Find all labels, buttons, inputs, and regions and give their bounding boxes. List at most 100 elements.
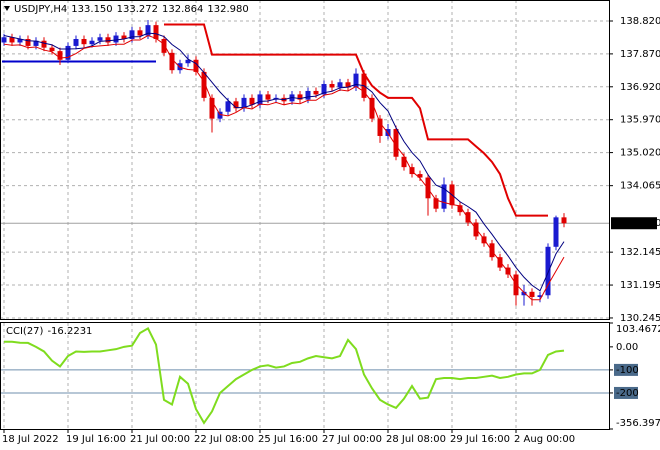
candle-body bbox=[225, 101, 231, 112]
candle-body bbox=[57, 51, 63, 60]
indicator-line bbox=[3, 32, 565, 292]
y-tick-label: 135.020 bbox=[620, 148, 660, 159]
candle-body bbox=[9, 37, 15, 43]
x-tick-label: 21 Jul 00:00 bbox=[130, 434, 190, 445]
x-tick-label: 29 Jul 16:00 bbox=[450, 434, 510, 445]
x-tick-label: 28 Jul 08:00 bbox=[386, 434, 446, 445]
cci-y-tick-label: -356.397 bbox=[616, 418, 660, 429]
candle-body bbox=[161, 38, 167, 53]
marks: 132.980 bbox=[0, 19, 660, 425]
candle-body bbox=[121, 35, 127, 39]
candle-body bbox=[441, 184, 447, 209]
candle-body bbox=[145, 25, 151, 36]
menu-icon[interactable] bbox=[4, 6, 10, 11]
candle-body bbox=[497, 257, 503, 268]
indicator-line bbox=[164, 23, 548, 217]
candle-body bbox=[233, 101, 239, 109]
y-tick-label: 136.920 bbox=[620, 82, 660, 93]
candle-body bbox=[457, 205, 463, 213]
candle-body bbox=[209, 97, 215, 119]
candle-body bbox=[417, 174, 423, 178]
candle-body bbox=[65, 45, 71, 60]
candle-body bbox=[553, 217, 559, 247]
y-tick-label: 134.065 bbox=[620, 181, 660, 192]
x-tick-label: 25 Jul 16:00 bbox=[258, 434, 318, 445]
x-tick-label: 18 Jul 2022 bbox=[2, 434, 59, 445]
candle-body bbox=[257, 94, 263, 105]
candle-body bbox=[17, 38, 23, 43]
candle-body bbox=[545, 246, 551, 296]
candle-body bbox=[169, 52, 175, 71]
candle-body bbox=[337, 82, 343, 88]
candle-body bbox=[393, 129, 399, 157]
low: 132.864 bbox=[162, 4, 203, 15]
candle-body bbox=[305, 90, 311, 100]
candle-body bbox=[465, 212, 471, 223]
candle-body bbox=[241, 97, 247, 109]
candle-body bbox=[137, 30, 143, 36]
open: 133.150 bbox=[71, 4, 112, 15]
cci-frame bbox=[0, 322, 610, 430]
candle-body bbox=[249, 97, 255, 105]
high: 133.272 bbox=[117, 4, 158, 15]
candle-body bbox=[97, 37, 103, 41]
cci-value: -16.2231 bbox=[47, 326, 92, 337]
candle-body bbox=[297, 94, 303, 100]
candle-body bbox=[49, 47, 55, 52]
main-frame bbox=[0, 0, 610, 320]
y-tick-label: 130.245 bbox=[620, 313, 660, 324]
symbol: USDJPY,H4 bbox=[14, 4, 67, 15]
candle-body bbox=[265, 94, 271, 100]
cci-header: CCI(27) -16.2231 bbox=[6, 326, 92, 337]
candle-body bbox=[73, 38, 79, 46]
y-tick-label: 132.145 bbox=[620, 247, 660, 258]
x-tick-label: 19 Jul 16:00 bbox=[66, 434, 126, 445]
current-price-label: 132.980 bbox=[620, 218, 660, 229]
candle-body bbox=[537, 295, 543, 298]
candle-body bbox=[521, 291, 527, 296]
current-price-box bbox=[611, 217, 657, 230]
candle-body bbox=[401, 156, 407, 168]
candle-body bbox=[529, 291, 535, 298]
y-tick-label: 135.970 bbox=[620, 115, 660, 126]
candle-body bbox=[321, 84, 327, 95]
y-tick-label: 137.870 bbox=[620, 49, 660, 60]
cci-y-tick-label: -200 bbox=[616, 388, 639, 399]
candle-body bbox=[185, 59, 191, 64]
y-tick-label: 138.820 bbox=[620, 16, 660, 27]
y-tick-label: 131.195 bbox=[620, 280, 660, 291]
candle-body bbox=[345, 82, 351, 88]
candle-body bbox=[313, 90, 319, 95]
candle-body bbox=[353, 73, 359, 88]
cci-title: CCI(27) bbox=[6, 326, 44, 337]
candle-body bbox=[33, 40, 39, 46]
candle-body bbox=[377, 118, 383, 136]
cci-y-tick-label: 103.4672 bbox=[616, 324, 660, 335]
x-tick-label: 27 Jul 00:00 bbox=[322, 434, 382, 445]
candle-body bbox=[217, 111, 223, 119]
cci-line bbox=[4, 327, 565, 425]
candle-body bbox=[113, 35, 119, 43]
candle-body bbox=[561, 217, 567, 224]
candle-body bbox=[129, 30, 135, 39]
candle-body bbox=[201, 71, 207, 98]
x-tick-label: 2 Aug 00:00 bbox=[514, 434, 575, 445]
x-tick-label: 22 Jul 08:00 bbox=[194, 434, 254, 445]
candle-body bbox=[193, 59, 199, 72]
candle-body bbox=[1, 37, 7, 43]
candle-body bbox=[25, 38, 31, 46]
candle-body bbox=[329, 84, 335, 88]
cci-level-label-box bbox=[614, 363, 638, 376]
candle-body bbox=[89, 40, 95, 45]
candle-body bbox=[433, 198, 439, 209]
candle-body bbox=[41, 40, 47, 48]
cci-y-tick-label: 0.00 bbox=[616, 342, 638, 353]
cci-y-tick-label: -100 bbox=[616, 365, 639, 376]
candle-body bbox=[153, 25, 159, 39]
close: 132.980 bbox=[207, 4, 248, 15]
candle-body bbox=[81, 38, 87, 45]
candle-body bbox=[105, 37, 111, 43]
